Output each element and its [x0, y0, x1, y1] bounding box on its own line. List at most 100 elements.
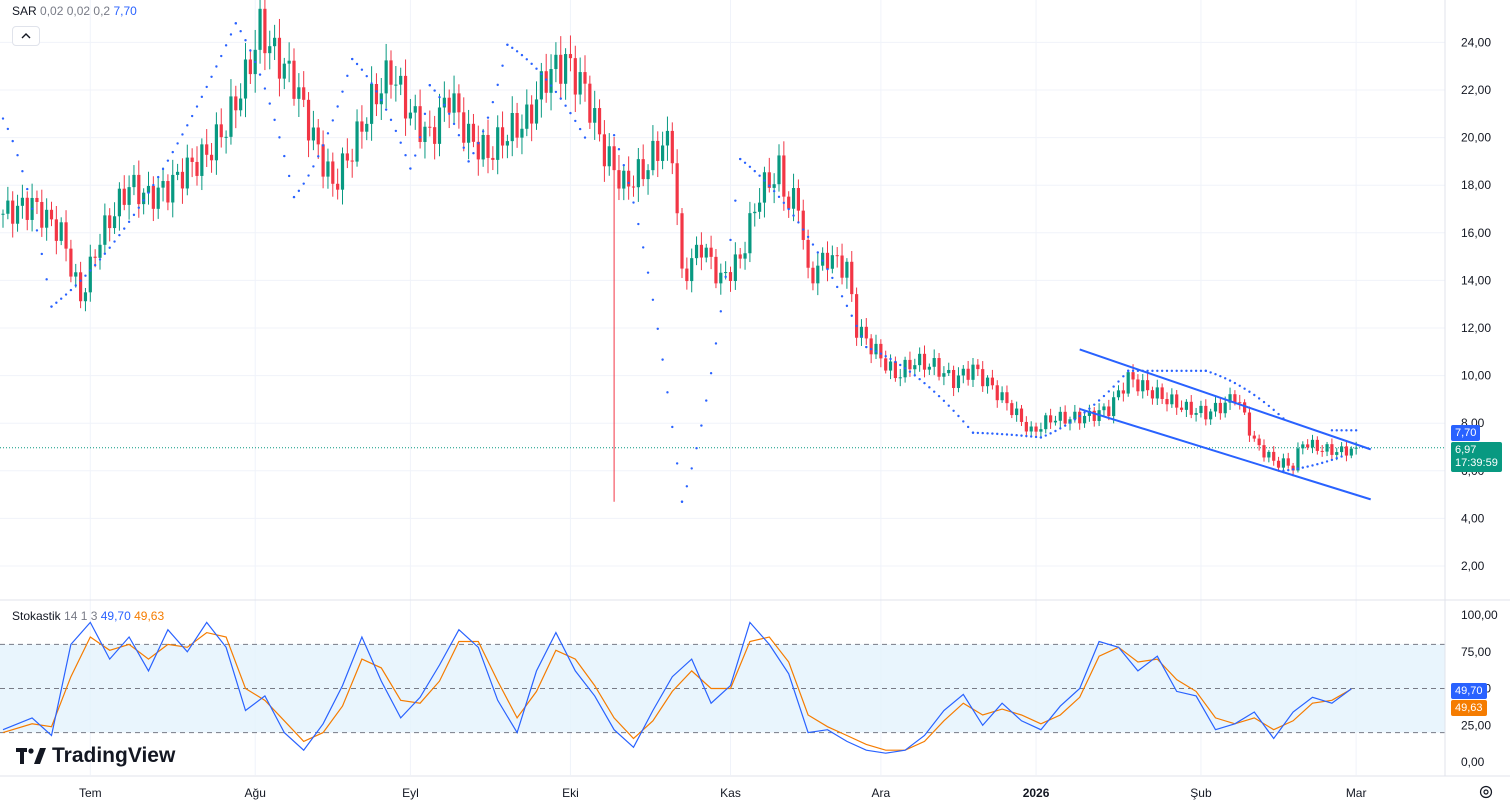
x-tick-label: Şub	[1190, 786, 1212, 800]
sar-dot	[627, 181, 630, 185]
candle-body	[976, 364, 980, 370]
sar-dot	[1010, 433, 1013, 437]
sar-dot	[1180, 369, 1183, 373]
candle-body	[651, 140, 655, 171]
candle-body	[365, 123, 369, 132]
sar-dot	[409, 167, 412, 170]
sar-dot	[617, 148, 621, 151]
sar-dot	[869, 347, 873, 351]
legend-collapse-button[interactable]	[12, 26, 40, 46]
sar-dot	[1257, 397, 1261, 400]
sar-dot	[132, 213, 136, 217]
chart-settings-button[interactable]	[1477, 783, 1495, 801]
candle-body	[433, 127, 437, 144]
sar-dot	[351, 57, 354, 61]
candle-body	[588, 83, 592, 123]
sar-dot	[1233, 381, 1237, 385]
candle-body	[428, 126, 432, 128]
candle-body	[704, 247, 708, 258]
sar-dot	[496, 83, 499, 87]
candle-body	[1146, 380, 1150, 391]
candle-body	[209, 154, 214, 161]
candle-body	[476, 141, 480, 160]
candle-body	[176, 171, 180, 175]
candle-body	[1155, 387, 1159, 399]
candle-body	[1170, 394, 1174, 405]
sar-dot	[1030, 435, 1033, 438]
sar-dot	[89, 269, 92, 272]
candle-body	[442, 97, 446, 108]
candle-body	[1262, 445, 1266, 458]
candle-body	[937, 358, 941, 377]
candle-body	[510, 112, 514, 142]
stoch-y-tick-label: 100,00	[1461, 608, 1498, 622]
sar-dot	[40, 252, 43, 256]
candle-body	[447, 97, 451, 113]
candle-body	[258, 8, 262, 50]
candle-body	[1223, 402, 1227, 414]
candle-body	[762, 172, 767, 203]
candle-body	[549, 69, 553, 93]
candle-body	[1024, 421, 1028, 432]
candle-body	[273, 37, 277, 47]
sar-dot	[389, 118, 393, 122]
sar-dot	[16, 154, 19, 157]
candle-body	[583, 72, 587, 84]
sar-dot	[457, 134, 461, 137]
sar-dot	[195, 105, 199, 108]
candle-body	[1150, 390, 1155, 399]
sar-dot	[962, 420, 965, 423]
candle-body	[612, 146, 616, 171]
sar-dot	[923, 381, 926, 385]
sar-dot	[748, 165, 752, 169]
candle-body	[971, 364, 975, 380]
sar-dot	[1209, 371, 1212, 374]
sar-dot	[380, 98, 383, 102]
sar-dot	[646, 271, 650, 274]
sar-dot	[6, 127, 10, 131]
candle-body	[1335, 452, 1339, 455]
sar-dot	[981, 431, 984, 435]
sar-dot	[1015, 434, 1018, 437]
sar-dot	[937, 394, 941, 398]
channel-lower-line[interactable]	[1079, 407, 1371, 501]
candle-body	[180, 171, 185, 189]
candle-body	[1121, 390, 1125, 394]
sar-dot	[60, 297, 63, 300]
candle-body	[709, 247, 713, 257]
channel-upper-line[interactable]	[1079, 348, 1372, 451]
tradingview-logo[interactable]: TradingView	[16, 744, 175, 768]
candle-body	[277, 37, 282, 79]
sar-dot	[220, 54, 223, 58]
sar-dot	[26, 187, 29, 191]
sar-dot	[113, 240, 116, 243]
trend-channel[interactable]	[1079, 348, 1372, 501]
candle-body	[54, 219, 58, 241]
candle-body	[942, 373, 946, 377]
sar-dot	[360, 68, 364, 71]
candle-body	[6, 200, 10, 214]
sar-dot	[656, 327, 659, 330]
sar-dot	[1107, 390, 1111, 393]
sar-dot	[680, 500, 684, 503]
y-tick-label: 10,00	[1461, 369, 1491, 383]
sar-dot	[714, 342, 718, 345]
sar-dot	[1354, 429, 1358, 432]
sar-dot	[268, 102, 271, 105]
sar-dot	[210, 75, 213, 79]
candle-body	[525, 104, 529, 129]
candle-body	[1252, 435, 1256, 439]
candle-body	[93, 256, 97, 258]
candle-body	[413, 106, 417, 113]
candle-body	[467, 123, 471, 143]
sar-dot	[486, 116, 490, 119]
sar-dot	[1160, 369, 1164, 373]
sar-dot	[675, 462, 679, 465]
candle-body	[918, 353, 922, 366]
candle-body	[156, 187, 160, 209]
candle-body	[1000, 392, 1004, 401]
candle-body	[423, 126, 427, 142]
candle-body	[1213, 402, 1218, 412]
candle-body	[835, 255, 839, 257]
